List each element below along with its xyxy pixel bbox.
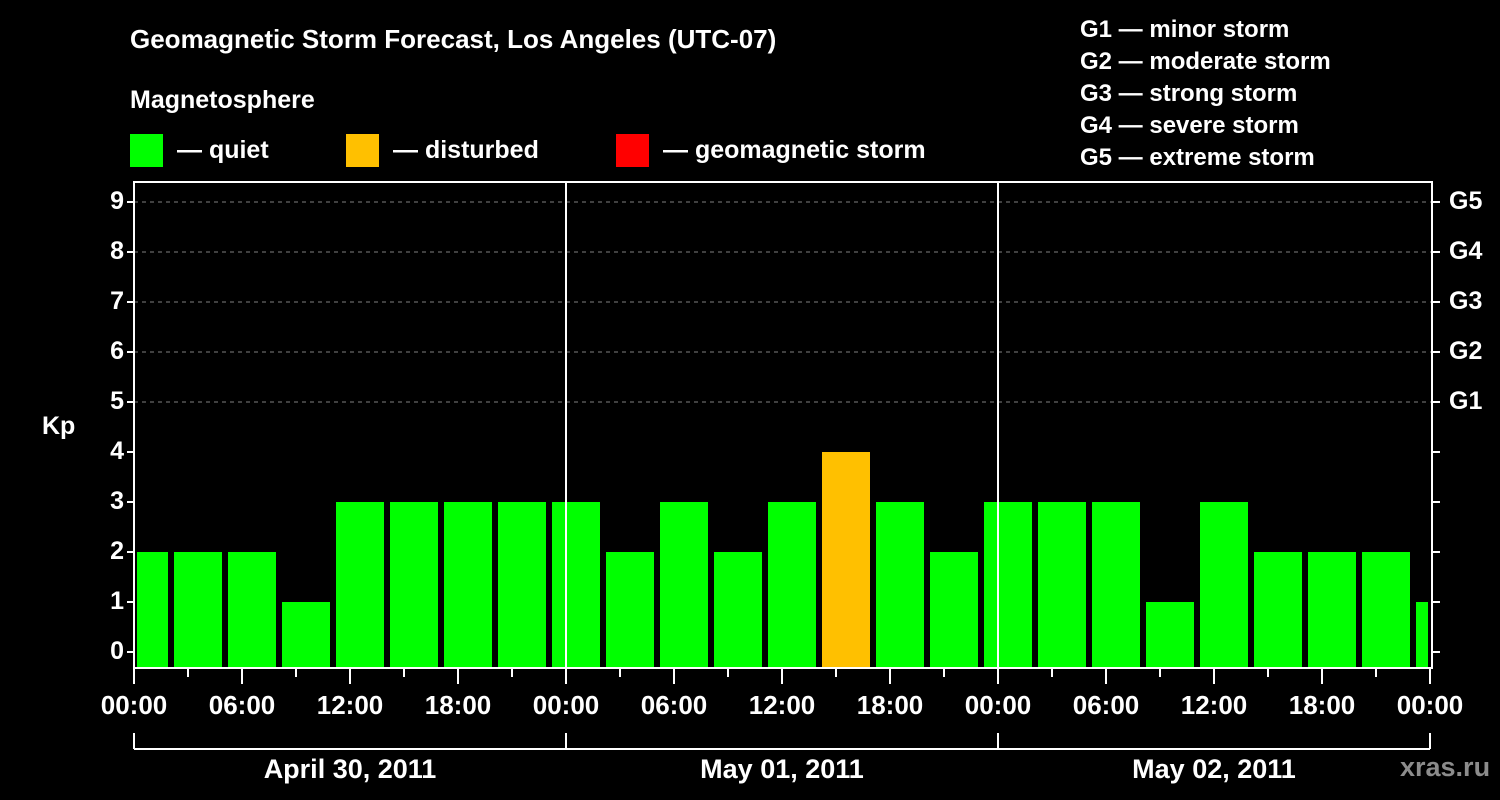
bar-quiet	[1092, 502, 1140, 667]
y-tick-label: 7	[110, 287, 124, 315]
bar-quiet	[174, 552, 222, 667]
bar-quiet	[606, 552, 654, 667]
legend-quiet: — quiet	[130, 134, 269, 167]
g-scale-item: G4 — severe storm	[1080, 112, 1299, 139]
y-tick-label: 9	[110, 187, 124, 215]
bar-quiet	[1416, 602, 1428, 667]
y-tick-label: 5	[110, 387, 124, 415]
x-tick-label: 00:00	[1396, 690, 1464, 720]
bar-quiet	[660, 502, 708, 667]
x-tick-label: 00:00	[964, 690, 1032, 720]
x-tick-label: 18:00	[424, 690, 492, 720]
legend-label: — quiet	[177, 136, 269, 164]
g-scale-item: G5 — extreme storm	[1080, 144, 1315, 171]
g-tick-label: G2	[1449, 337, 1483, 365]
y-tick-label: 4	[110, 437, 124, 465]
bar-quiet	[552, 502, 600, 667]
bar-quiet	[1200, 502, 1248, 667]
chart-title: Geomagnetic Storm Forecast, Los Angeles …	[130, 24, 777, 54]
legend-storm: — geomagnetic storm	[616, 134, 926, 167]
bar-quiet	[1254, 552, 1302, 667]
legend-label: — geomagnetic storm	[663, 136, 926, 164]
g-tick-label: G3	[1449, 287, 1483, 315]
bar-quiet	[498, 502, 546, 667]
legend-disturbed: — disturbed	[346, 134, 539, 167]
y-axis-label: Kp	[42, 412, 76, 440]
g-tick-label: G1	[1449, 387, 1483, 415]
date-label: April 30, 2011	[263, 754, 437, 784]
x-tick-label: 12:00	[316, 690, 384, 720]
bar-quiet	[228, 552, 276, 667]
g-scale-item: G1 — minor storm	[1080, 16, 1290, 43]
bar-quiet	[137, 552, 168, 667]
watermark: xras.ru	[1400, 752, 1491, 782]
y-tick-label: 0	[110, 637, 124, 665]
x-tick-label: 18:00	[1288, 690, 1356, 720]
x-tick-label: 00:00	[100, 690, 168, 720]
g-scale-legend: G1 — minor storm G2 — moderate storm G3 …	[1080, 14, 1331, 174]
chart-subtitle: Magnetosphere	[130, 86, 315, 114]
bar-quiet	[1146, 602, 1194, 667]
legend-label: — disturbed	[393, 136, 539, 164]
y-tick-label: 2	[110, 537, 124, 565]
bar-quiet	[876, 502, 924, 667]
x-tick-label: 00:00	[532, 690, 600, 720]
bar-quiet	[1038, 502, 1086, 667]
swatch-storm-icon	[616, 134, 649, 167]
bar-quiet	[768, 502, 816, 667]
swatch-disturbed-icon	[346, 134, 379, 167]
date-label: May 02, 2011	[1132, 754, 1296, 784]
x-tick-label: 12:00	[1180, 690, 1248, 720]
y-tick-label: 1	[110, 587, 124, 615]
x-tick-label: 06:00	[1072, 690, 1140, 720]
swatch-quiet-icon	[130, 134, 163, 167]
x-tick-label: 12:00	[748, 690, 816, 720]
bar-quiet	[930, 552, 978, 667]
bar-quiet	[282, 602, 330, 667]
bar-quiet	[984, 502, 1032, 667]
x-tick-label: 06:00	[208, 690, 276, 720]
bar-quiet	[714, 552, 762, 667]
y-tick-label: 3	[110, 487, 124, 515]
bar-quiet	[1308, 552, 1356, 667]
bar-disturbed	[822, 452, 870, 667]
y-tick-label: 6	[110, 337, 124, 365]
bar-quiet	[390, 502, 438, 667]
g-scale-item: G3 — strong storm	[1080, 80, 1298, 107]
g-scale-item: G2 — moderate storm	[1080, 48, 1331, 75]
x-tick-label: 18:00	[856, 690, 924, 720]
bar-quiet	[336, 502, 384, 667]
g-tick-label: G5	[1449, 187, 1483, 215]
bar-quiet	[444, 502, 492, 667]
g-tick-label: G4	[1449, 237, 1483, 265]
x-tick-label: 06:00	[640, 690, 708, 720]
date-label: May 01, 2011	[700, 754, 864, 784]
y-tick-label: 8	[110, 237, 124, 265]
bar-quiet	[1362, 552, 1410, 667]
